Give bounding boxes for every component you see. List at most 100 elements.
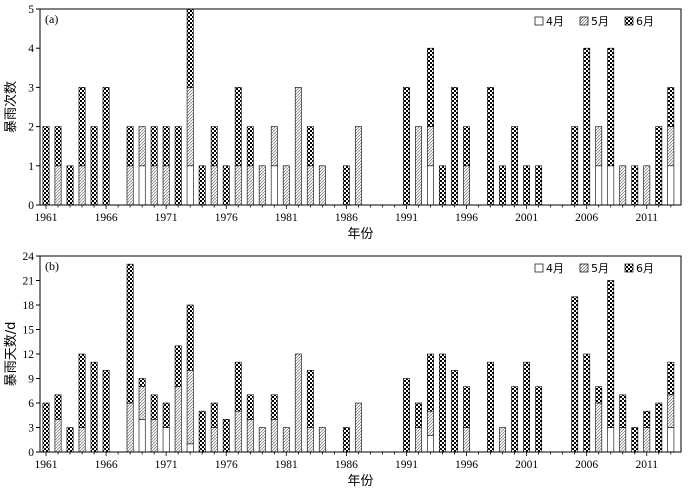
bar-6月-1970 bbox=[150, 126, 158, 167]
bar-6月-2001 bbox=[523, 361, 531, 453]
bar-4月-2007 bbox=[595, 165, 603, 206]
bar-5月-1968 bbox=[126, 165, 134, 206]
y-tick-label: 4 bbox=[28, 43, 34, 55]
y-tick-label: 9 bbox=[28, 374, 34, 386]
bar-6月-1971 bbox=[162, 126, 170, 167]
bar-6月-1973 bbox=[186, 304, 194, 371]
bar-5月-1978 bbox=[246, 165, 254, 206]
bar-4月-2013 bbox=[667, 165, 675, 206]
y-tick-label: 18 bbox=[23, 300, 35, 312]
legend-swatch-6月 bbox=[624, 263, 634, 273]
x-tick-label: 1966 bbox=[95, 212, 118, 224]
bar-5月-1987 bbox=[354, 126, 362, 206]
x-tick-label: 1966 bbox=[95, 459, 118, 471]
bar-6月-2001 bbox=[523, 165, 531, 206]
bar-6月-2006 bbox=[583, 47, 591, 206]
y-tick-label: 15 bbox=[23, 325, 35, 337]
bar-6月-1965 bbox=[90, 126, 98, 206]
bar-5月-1984 bbox=[318, 427, 326, 453]
y-tick-label: 0 bbox=[28, 200, 34, 212]
bar-5月-2009 bbox=[619, 165, 627, 206]
bar-6月-1996 bbox=[463, 386, 470, 428]
bar-6月-1966 bbox=[102, 87, 110, 206]
bar-6月-1995 bbox=[451, 87, 458, 206]
bar-5月-1970 bbox=[150, 165, 158, 206]
bar-5月-1978 bbox=[246, 419, 254, 453]
bar-6月-1966 bbox=[102, 370, 110, 453]
bar-6月-2000 bbox=[511, 126, 519, 206]
x-axis-label: 年份 bbox=[347, 474, 373, 489]
x-tick-label: 1991 bbox=[395, 212, 418, 224]
bar-6月-1976 bbox=[222, 165, 230, 206]
x-tick-label: 2006 bbox=[575, 459, 598, 471]
bar-6月-1998 bbox=[487, 87, 494, 206]
x-tick-label: 1976 bbox=[215, 212, 238, 224]
bar-6月-2013 bbox=[667, 87, 675, 127]
bar-6月-1974 bbox=[198, 410, 206, 453]
x-tick-label: 1996 bbox=[455, 459, 478, 471]
bar-6月-1991 bbox=[403, 378, 410, 453]
bar-6月-2009 bbox=[619, 394, 627, 428]
bar-5月-1970 bbox=[150, 419, 158, 453]
bar-6月-1983 bbox=[306, 126, 314, 167]
bar-5月-1977 bbox=[234, 410, 242, 453]
bar-6月-1963 bbox=[66, 427, 74, 453]
bar-4月-2008 bbox=[607, 165, 615, 206]
panel-label: (a) bbox=[45, 12, 58, 26]
bar-5月-1973 bbox=[186, 370, 194, 445]
bar-5月-1980 bbox=[270, 419, 278, 453]
bar-6月-1998 bbox=[487, 361, 494, 453]
bar-6月-1972 bbox=[174, 345, 182, 387]
bar-6月-1976 bbox=[222, 419, 230, 453]
bar-6月-1969 bbox=[138, 378, 146, 387]
x-tick-label: 1971 bbox=[155, 459, 178, 471]
bar-5月-1981 bbox=[282, 165, 290, 206]
x-tick-label: 1986 bbox=[335, 212, 358, 224]
bar-6月-1975 bbox=[210, 126, 218, 167]
bar-5月-1981 bbox=[282, 427, 290, 453]
bar-4月-1980 bbox=[270, 165, 278, 206]
bar-5月-2013 bbox=[667, 126, 675, 167]
x-tick-label: 1971 bbox=[155, 212, 178, 224]
x-tick-label: 2011 bbox=[635, 212, 658, 224]
bar-6月-1978 bbox=[246, 126, 254, 167]
y-tick-label: 3 bbox=[28, 423, 34, 435]
bar-5月-1972 bbox=[174, 386, 182, 453]
bar-6月-1992 bbox=[415, 402, 422, 428]
bar-5月-1983 bbox=[306, 165, 314, 206]
bar-5月-1975 bbox=[210, 165, 218, 206]
bar-4月-1971 bbox=[162, 427, 170, 453]
panel-b: 0 3 6 9 12 15 18 21 24 1961 1966 1971 1976 1981 1986 19… bbox=[4, 251, 682, 489]
bar-5月-1969 bbox=[138, 386, 146, 420]
bar-5月-1964 bbox=[78, 427, 86, 453]
bar-5月-1996 bbox=[463, 427, 470, 453]
bar-6月-1978 bbox=[246, 394, 254, 420]
bar-4月-1993 bbox=[427, 165, 434, 206]
legend-swatch-6月 bbox=[624, 16, 634, 26]
legend-label: 6月 bbox=[636, 262, 654, 275]
bar-6月-1995 bbox=[451, 370, 458, 453]
y-tick-label: 0 bbox=[28, 447, 34, 459]
bar-6月-1977 bbox=[234, 361, 242, 412]
bar-5月-1987 bbox=[354, 402, 362, 453]
legend-swatch-5月 bbox=[579, 16, 589, 26]
panel-a: 0 1 2 3 4 5 1961 1966 1971 1976 1981 1986 1991 1996 20… bbox=[3, 4, 682, 242]
bar-5月-1979 bbox=[258, 165, 266, 206]
bar-5月-1993 bbox=[427, 410, 434, 436]
bar-6月-1964 bbox=[78, 87, 86, 167]
bar-6月-1968 bbox=[126, 126, 134, 167]
bar-5月-1971 bbox=[162, 165, 170, 206]
x-tick-label: 1981 bbox=[275, 212, 298, 224]
plot-frame bbox=[39, 8, 682, 206]
bar-6月-1968 bbox=[126, 263, 134, 404]
bar-4月-1973 bbox=[186, 443, 194, 453]
legend-label: 4月 bbox=[546, 262, 564, 275]
bar-6月-1962 bbox=[54, 126, 62, 167]
bar-5月-2007 bbox=[595, 126, 603, 167]
legend-label: 4月 bbox=[546, 15, 564, 28]
bar-6月-1994 bbox=[439, 165, 446, 206]
bar-4月-1973 bbox=[186, 165, 194, 206]
bar-4月-1993 bbox=[427, 435, 434, 453]
legend-swatch-4月 bbox=[534, 16, 544, 26]
